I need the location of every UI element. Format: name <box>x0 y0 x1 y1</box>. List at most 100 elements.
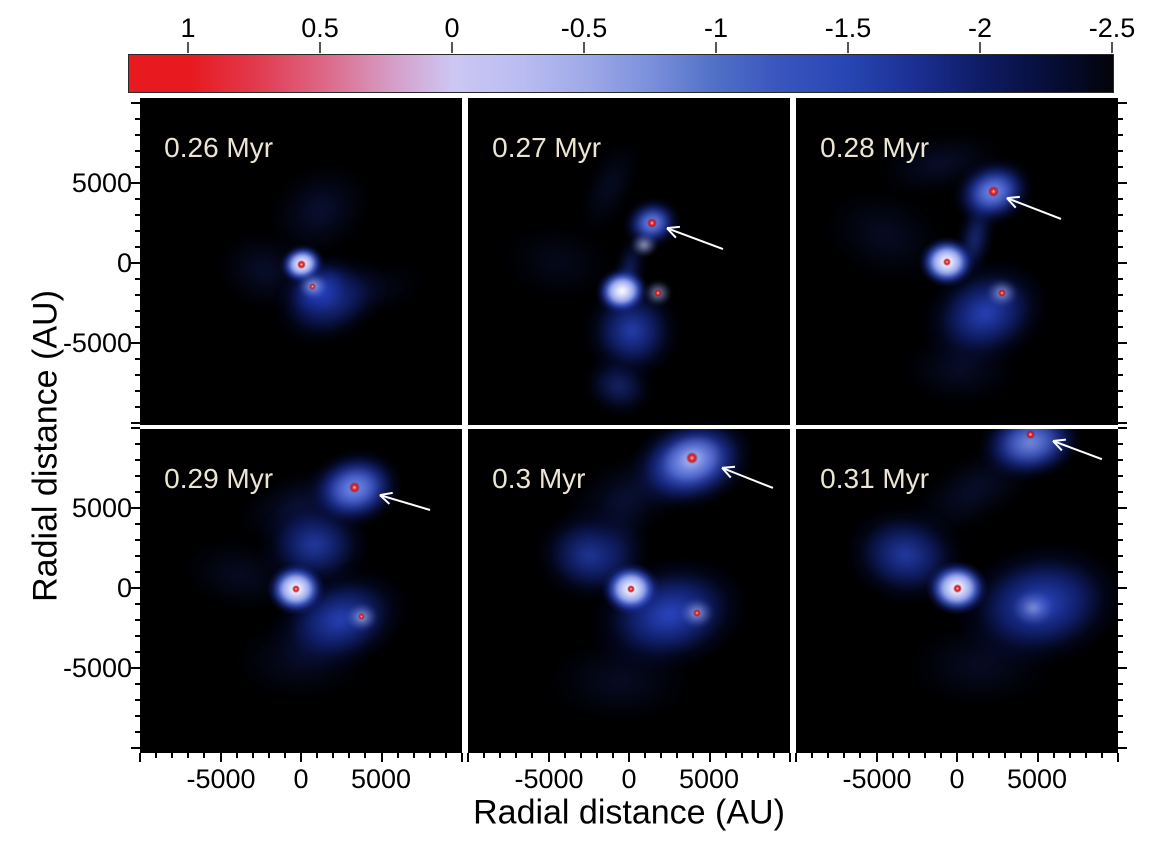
axis-tick <box>1118 134 1123 136</box>
x-tick-label: -5000 <box>842 764 912 794</box>
axis-tick <box>1068 753 1071 758</box>
axis-tick <box>1118 182 1127 184</box>
axis-tick <box>563 753 566 758</box>
nebula-feature <box>544 637 695 723</box>
axis-tick <box>135 699 140 701</box>
x-tick-label: 5000 <box>350 764 412 794</box>
protostar-dot <box>653 288 662 297</box>
panel-0.28-myr: 0.28 Myr <box>796 98 1118 425</box>
panel-0.29-myr: 0.29 Myr <box>140 429 462 753</box>
y-tick-label: -5000 <box>62 653 132 683</box>
x-tick-label: -5000 <box>186 764 256 794</box>
axis-tick <box>1020 753 1023 758</box>
protostar-dot <box>1025 430 1035 440</box>
axis-tick <box>789 753 791 762</box>
axis-tick <box>131 262 140 264</box>
colorbar-tick-label: 0.5 <box>301 13 339 43</box>
axis-tick <box>795 753 797 762</box>
axis-tick <box>1118 406 1123 408</box>
axis-tick <box>1118 555 1123 557</box>
y-tick-label: 5000 <box>71 168 132 198</box>
protostar-dot <box>291 585 300 594</box>
nebula-feature <box>900 334 1021 405</box>
axis-tick <box>1118 731 1123 733</box>
axis-tick <box>956 753 958 762</box>
axis-tick <box>1118 230 1123 232</box>
colorbar-tick <box>319 42 321 53</box>
axis-tick <box>579 753 582 758</box>
axis-tick <box>891 753 894 758</box>
protostar-dot <box>686 452 699 465</box>
axis-tick <box>1118 278 1123 280</box>
axis-tick <box>135 230 140 232</box>
axis-tick <box>187 753 190 758</box>
axis-tick <box>131 422 140 424</box>
panel-0.27-myr: 0.27 Myr <box>468 98 790 425</box>
axis-tick <box>1118 150 1123 152</box>
axis-tick <box>1118 166 1123 168</box>
axis-tick <box>1118 491 1123 493</box>
ejection-arrow <box>666 225 724 251</box>
axis-tick <box>131 587 140 589</box>
axis-tick <box>203 753 206 758</box>
axis-tick <box>135 443 140 445</box>
axis-tick <box>1117 753 1119 762</box>
axis-tick <box>1118 651 1123 653</box>
axis-tick <box>1118 310 1123 312</box>
axis-tick <box>827 753 830 758</box>
axis-tick <box>628 753 630 762</box>
protostar-dot <box>297 259 307 269</box>
x-tick-label: 5000 <box>1006 764 1068 794</box>
axis-tick <box>1118 571 1123 573</box>
axis-tick <box>1118 198 1123 200</box>
axis-tick <box>139 753 141 762</box>
axis-tick <box>644 753 647 758</box>
axis-tick <box>1118 603 1123 605</box>
axis-tick <box>131 427 140 429</box>
colorbar-tick-label: -1.5 <box>824 13 872 43</box>
x-tick-label: -5000 <box>514 764 584 794</box>
axis-tick <box>859 753 862 758</box>
axis-tick <box>1118 246 1123 248</box>
axis-tick <box>1118 102 1127 104</box>
axis-tick <box>988 753 991 758</box>
axis-tick <box>1100 753 1103 758</box>
axis-tick <box>1118 342 1127 344</box>
axis-tick <box>131 747 140 749</box>
axis-tick <box>135 246 140 248</box>
axis-tick <box>1118 523 1123 525</box>
axis-tick <box>515 753 518 758</box>
x-axis-title: Radial distance (AU) <box>473 793 785 832</box>
x-tick-label: 0 <box>621 764 637 794</box>
axis-tick <box>135 390 140 392</box>
axis-tick <box>724 753 727 758</box>
ejection-arrow <box>379 491 431 511</box>
axis-tick <box>1118 635 1123 637</box>
axis-tick <box>135 619 140 621</box>
axis-tick <box>467 753 469 762</box>
axis-tick <box>1118 539 1123 541</box>
axis-tick <box>380 753 383 762</box>
axis-tick <box>251 753 254 758</box>
axis-tick <box>843 753 846 758</box>
axis-tick <box>531 753 534 758</box>
axis-tick <box>131 667 140 669</box>
axis-tick <box>135 459 140 461</box>
axis-tick <box>611 753 614 758</box>
axis-tick <box>348 753 351 758</box>
axis-tick <box>1084 753 1087 758</box>
protostar-dot <box>646 218 657 229</box>
axis-tick <box>1118 214 1123 216</box>
axis-tick <box>1118 507 1127 509</box>
ejection-arrow <box>721 465 774 489</box>
axis-tick <box>131 342 140 344</box>
axis-tick <box>1118 390 1123 392</box>
axis-tick <box>135 475 140 477</box>
axis-tick <box>1118 374 1123 376</box>
axis-tick <box>135 166 140 168</box>
axis-tick <box>131 182 140 184</box>
protostar-dot <box>943 258 952 267</box>
axis-tick <box>499 753 502 758</box>
protostar-dot <box>952 583 962 593</box>
